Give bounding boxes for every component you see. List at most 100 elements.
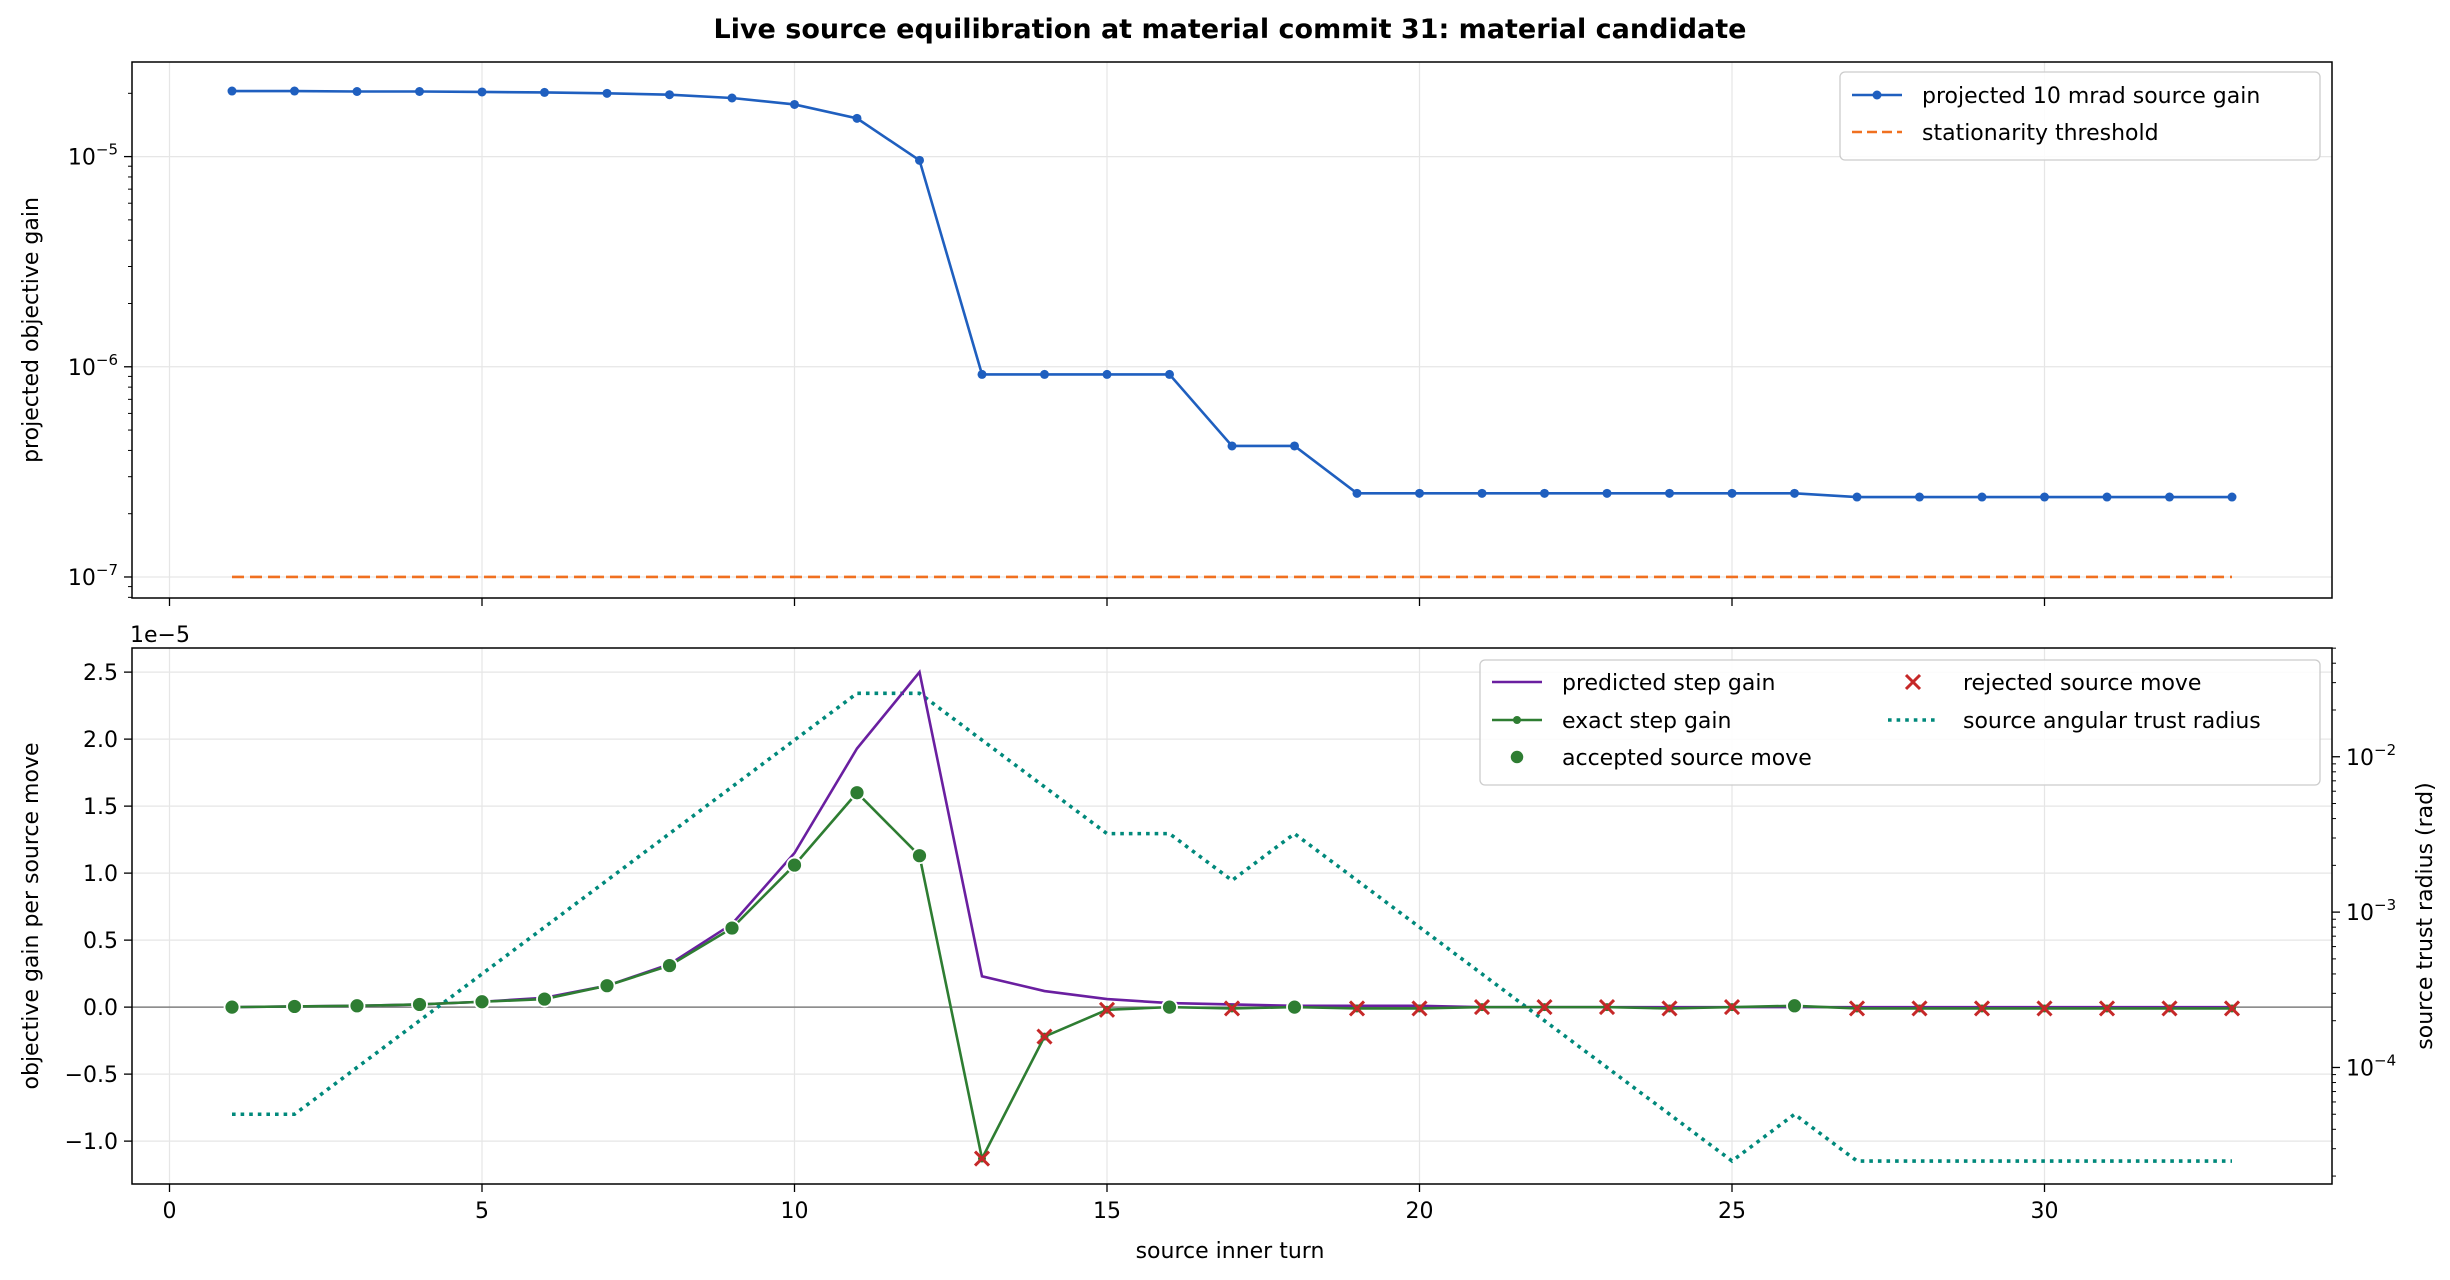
accepted-move-marker <box>1286 998 1303 1016</box>
bottom-right-y-tick-label: 10−3 <box>2346 896 2396 926</box>
top-y-tick-base: 10 <box>68 356 96 381</box>
legend-marker-exact <box>1513 716 1521 724</box>
bottom-right-y-tick-exponent: −3 <box>2374 896 2396 914</box>
rejected-move-stroke <box>973 1150 991 1167</box>
accepted-move-marker <box>598 977 616 995</box>
legend-marker-accepted <box>1509 749 1525 765</box>
top-y-tick-exponent: −5 <box>96 141 118 159</box>
accepted-move-marker <box>411 996 428 1013</box>
rejected-move-marker <box>1411 1000 1428 1017</box>
top-y-tick-exponent: −6 <box>96 351 118 369</box>
top-y-tick-label: 10−5 <box>68 141 118 171</box>
top-series <box>227 86 2237 579</box>
legend-label-threshold: stationarity threshold <box>1922 121 2159 146</box>
rejected-move-stroke <box>1036 1028 1053 1045</box>
bottom-y-tick-label: 2.0 <box>83 728 118 753</box>
bottom-x-axis-label: source inner turn <box>1136 1239 1325 1264</box>
accepted-move-marker <box>286 998 303 1015</box>
bottom-y-axis-label: objective gain per source move <box>19 743 44 1090</box>
bottom-y-tick-label: 1.0 <box>83 862 118 887</box>
rejected-move-marker <box>2223 1000 2241 1017</box>
projected-gain-point <box>727 93 737 103</box>
projected-gain-point <box>1415 488 1424 498</box>
legend-label-projected-gain: projected 10 mrad source gain <box>1922 84 2260 109</box>
figure-title: Live source equilibration at material co… <box>714 14 1747 45</box>
projected-gain-point <box>415 87 424 97</box>
rejected-move-stroke <box>2098 1000 2116 1017</box>
rejected-move-stroke <box>1598 999 1616 1016</box>
projected-gain-point <box>1102 369 1112 379</box>
bottom-y-tick-label: −0.5 <box>65 1063 118 1088</box>
rejected-move-marker <box>1098 1001 1116 1018</box>
projected-gain-point <box>2102 492 2112 502</box>
bottom-right-y-axis-label: source trust radius (rad) <box>2413 782 2438 1049</box>
projected-gain-point <box>852 113 862 123</box>
bottom-y-tick-label: 0.0 <box>83 996 118 1021</box>
projected-gain-point <box>1352 488 1362 498</box>
top-y-axis-label: projected objective gain <box>19 197 44 463</box>
projected-gain-point <box>1977 492 1987 502</box>
accepted-move-marker <box>1786 997 1803 1015</box>
legend-label-predicted: predicted step gain <box>1562 671 1775 696</box>
bottom-panel: 0 5 10 15 20 25 30 −1.0 −0.5 0.0 0.5 1.0 1.5 2.0 2.5 10… <box>19 623 2438 1264</box>
bottom-y-offset-label: 1e−5 <box>130 623 190 648</box>
projected-gain-point <box>1290 441 1299 451</box>
rejected-move-marker <box>1911 1000 1928 1017</box>
projected-gain-point <box>2227 492 2237 502</box>
accepted-move-marker <box>911 847 928 865</box>
projected-gain-point <box>1602 488 1612 498</box>
accepted-move-marker <box>473 993 491 1011</box>
top-y-tick-label: 10−7 <box>68 561 118 591</box>
top-legend-box <box>1839 71 2321 161</box>
projected-gain-point <box>915 155 924 165</box>
top-y-tick-label: 10−6 <box>68 351 118 381</box>
accepted-move-marker <box>223 998 241 1016</box>
bottom-series <box>132 669 2332 1167</box>
accepted-move-marker <box>1161 998 1178 1016</box>
bottom-x-tick-label: 10 <box>781 1199 809 1224</box>
projected-gain-point <box>227 86 237 96</box>
rejected-move-marker <box>1473 999 1491 1016</box>
projected-gain-point <box>2165 492 2174 502</box>
rejected-move-marker <box>1973 1000 1991 1017</box>
bottom-x-tick-label: 0 <box>163 1199 177 1224</box>
bottom-legend: predicted step gain exact step gain accept… <box>1479 659 2321 786</box>
top-ticks: 10−510−610−7 <box>68 92 2046 606</box>
rejected-move-marker <box>2161 1000 2178 1017</box>
rejected-move-marker <box>1223 1000 1241 1017</box>
projected-gain-point <box>1852 492 1862 502</box>
rejected-move-marker <box>2098 1000 2116 1017</box>
accepted-move-marker <box>786 856 803 874</box>
projected-gain-point <box>1727 488 1737 498</box>
trust-radius-line <box>232 691 2232 1164</box>
bottom-legend-box <box>1479 659 2321 786</box>
top-axes-frame <box>131 61 2333 599</box>
bottom-y-tick-label: 0.5 <box>83 929 118 954</box>
rejected-move-marker <box>1848 1000 1866 1017</box>
top-legend: projected 10 mrad source gain stationarit… <box>1839 71 2321 161</box>
bottom-x-tick-label: 15 <box>1093 1199 1121 1224</box>
projected-gain-point <box>1915 492 1924 502</box>
projected-gain-point <box>665 90 674 100</box>
rejected-move-stroke <box>1473 999 1491 1016</box>
legend-marker-projected-gain <box>1872 90 1882 100</box>
top-panel: 10−510−610−7 projected objective gain pr… <box>19 61 2333 606</box>
bottom-y-tick-label: −1.0 <box>65 1130 118 1155</box>
projected-gain-point <box>1790 488 1799 498</box>
bottom-x-tick-label: 30 <box>2031 1199 2059 1224</box>
bottom-right-y-tick-base: 10 <box>2346 901 2374 926</box>
projected-gain-point <box>1165 369 1174 379</box>
rejected-move-stroke <box>2223 1000 2241 1017</box>
bottom-x-tick-label: 5 <box>475 1199 489 1224</box>
accepted-move-marker <box>536 990 553 1008</box>
bottom-x-tick-label: 20 <box>1406 1199 1434 1224</box>
bottom-right-y-tick-label: 10−2 <box>2346 741 2396 771</box>
exact-gain-line <box>231 790 2232 1163</box>
projected-gain-point <box>1227 441 1237 451</box>
rejected-move-stroke <box>1661 1000 1678 1017</box>
top-y-tick-exponent: −7 <box>96 561 118 579</box>
rejected-move-stroke <box>1723 999 1741 1016</box>
rejected-move-marker <box>1036 1028 1053 1045</box>
rejected-move-marker <box>1723 999 1741 1016</box>
